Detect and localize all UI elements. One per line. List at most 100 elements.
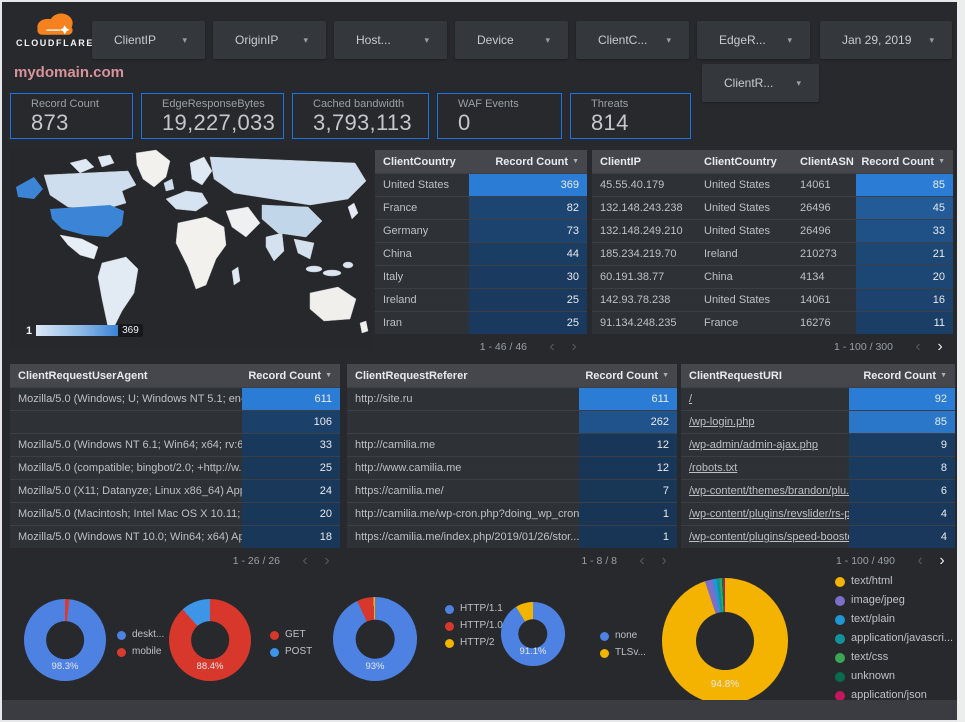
table-row[interactable]: 132.148.243.238 United States 26496 45: [592, 196, 953, 219]
data-cell[interactable]: /wp-login.php: [681, 411, 849, 433]
table-row[interactable]: 91.134.248.235 France 16276 11: [592, 311, 953, 334]
filter-device[interactable]: Device ▾: [455, 21, 568, 59]
world-map[interactable]: [10, 147, 372, 349]
legend-item[interactable]: application/javascri...: [835, 632, 957, 645]
donut-chart-http-method[interactable]: 88.4%: [169, 599, 251, 681]
donut-chart-tls-version[interactable]: 91.1%: [501, 602, 565, 666]
record-count-cell: 18: [242, 526, 340, 548]
date-range-filter[interactable]: Jan 29, 2019 ▾: [820, 21, 952, 59]
table-row[interactable]: /wp-content/themes/brandon/plu... 6: [681, 479, 955, 502]
table-row[interactable]: /wp-admin/admin-ajax.php 9: [681, 433, 955, 456]
filter-edger-[interactable]: EdgeR... ▾: [697, 21, 810, 59]
table-row[interactable]: Ireland 25: [375, 288, 587, 311]
data-cell[interactable]: /wp-content/themes/brandon/plu...: [681, 480, 849, 502]
column-header[interactable]: ClientRequestReferer: [347, 370, 579, 382]
next-page-icon[interactable]: ›: [571, 337, 577, 355]
scorecard-value: 3,793,113: [313, 110, 412, 135]
table-row[interactable]: /robots.txt 8: [681, 456, 955, 479]
column-header[interactable]: Record Count ▼: [469, 156, 587, 168]
data-cell[interactable]: /wp-content/plugins/speed-booste...: [681, 526, 849, 548]
legend-item[interactable]: text/html: [835, 575, 957, 588]
data-cell[interactable]: /wp-content/plugins/revslider/rs-p...: [681, 503, 849, 525]
column-header[interactable]: Record Count ▼: [849, 370, 955, 382]
next-page-icon[interactable]: ›: [939, 551, 945, 569]
table-row[interactable]: /wp-login.php 85: [681, 410, 955, 433]
table-row[interactable]: Mozilla/5.0 (Windows NT 6.1; Win64; x64;…: [10, 433, 340, 456]
table-row[interactable]: https://camilia.me/7: [347, 479, 677, 502]
table-row[interactable]: /wp-content/plugins/revslider/rs-p... 4: [681, 502, 955, 525]
prev-page-icon[interactable]: ‹: [302, 551, 308, 569]
next-page-icon[interactable]: ›: [937, 337, 943, 355]
data-cell[interactable]: /: [681, 388, 849, 410]
column-header[interactable]: ClientRequestURI: [681, 370, 849, 382]
table-row[interactable]: Italy 30: [375, 265, 587, 288]
column-header[interactable]: ClientCountry: [375, 156, 469, 168]
legend-item[interactable]: mobile: [117, 646, 164, 658]
donut-chart-device-type[interactable]: 98.3%: [24, 599, 106, 681]
filter-originip[interactable]: OriginIP ▾: [213, 21, 326, 59]
next-page-icon[interactable]: ›: [661, 551, 667, 569]
legend-item[interactable]: TLSv...: [600, 647, 646, 659]
legend-item[interactable]: none: [600, 630, 646, 642]
table-row[interactable]: 132.148.249.210 United States 26496 33: [592, 219, 953, 242]
column-header[interactable]: ClientCountry: [696, 156, 792, 168]
table-row[interactable]: http://site.ru 611: [347, 387, 677, 410]
legend-item[interactable]: POST: [270, 646, 312, 658]
table-row[interactable]: France 82: [375, 196, 587, 219]
table-row[interactable]: http://camilia.me/wp-cron.php?doing_wp_c…: [347, 502, 677, 525]
data-cell[interactable]: /wp-admin/admin-ajax.php: [681, 434, 849, 456]
legend-item[interactable]: deskt...: [117, 629, 164, 641]
table-row[interactable]: Mozilla/5.0 (Windows NT 10.0; Win64; x64…: [10, 525, 340, 548]
filter-clientip[interactable]: ClientIP ▾: [92, 21, 205, 59]
table-row[interactable]: 142.93.78.238 United States 14061 16: [592, 288, 953, 311]
table-row[interactable]: Iran 25: [375, 311, 587, 334]
table-row[interactable]: Mozilla/5.0 (compatible; bingbot/2.0; +h…: [10, 456, 340, 479]
table-row[interactable]: 106: [10, 410, 340, 433]
legend-item[interactable]: HTTP/2: [445, 637, 506, 649]
legend-item[interactable]: image/jpeg: [835, 594, 957, 607]
legend-item[interactable]: HTTP/1.1: [445, 603, 506, 615]
table-row[interactable]: Mozilla/5.0 (Windows; U; Windows NT 5.1;…: [10, 387, 340, 410]
donut-chart-content-type[interactable]: 94.8%: [662, 578, 788, 700]
table-row[interactable]: / 92: [681, 387, 955, 410]
next-page-icon[interactable]: ›: [324, 551, 330, 569]
prev-page-icon[interactable]: ‹: [917, 551, 923, 569]
scrollbar-track[interactable]: [957, 0, 965, 722]
table-row[interactable]: Mozilla/5.0 (X11; Datanyze; Linux x86_64…: [10, 479, 340, 502]
table-row[interactable]: 60.191.38.77 China 4134 20: [592, 265, 953, 288]
column-header[interactable]: Record Count ▼: [856, 156, 953, 168]
table-row[interactable]: 262: [347, 410, 677, 433]
client-country-table: ClientCountry Record Count ▼ United States 3…: [375, 150, 587, 359]
table-row[interactable]: /wp-content/plugins/speed-booste... 4: [681, 525, 955, 548]
table-row[interactable]: http://www.camilia.me 12: [347, 456, 677, 479]
prev-page-icon[interactable]: ‹: [639, 551, 645, 569]
donut-chart-http-version[interactable]: 93%: [333, 597, 417, 681]
legend-item[interactable]: text/plain: [835, 613, 957, 626]
table-row[interactable]: 185.234.219.70 Ireland 210273 21: [592, 242, 953, 265]
filter-host-[interactable]: Host... ▾: [334, 21, 447, 59]
prev-page-icon[interactable]: ‹: [549, 337, 555, 355]
legend-item[interactable]: application/json: [835, 689, 957, 700]
column-header[interactable]: Record Count ▼: [242, 370, 340, 382]
filter-clientrequest[interactable]: ClientR... ▾: [702, 64, 819, 102]
prev-page-icon[interactable]: ‹: [915, 337, 921, 355]
column-header[interactable]: ClientRequestUserAgent: [10, 370, 242, 382]
legend-item[interactable]: unknown: [835, 670, 957, 683]
column-header[interactable]: ClientIP: [592, 156, 696, 168]
filter-clientc-[interactable]: ClientC... ▾: [576, 21, 689, 59]
table-row[interactable]: China 44: [375, 242, 587, 265]
table-row[interactable]: Germany 73: [375, 219, 587, 242]
table-row[interactable]: United States 369: [375, 173, 587, 196]
table-row[interactable]: https://camilia.me/index.php/2019/01/26/…: [347, 525, 677, 548]
legend-item[interactable]: text/css: [835, 651, 957, 664]
column-header[interactable]: ClientASN: [792, 156, 856, 168]
cell-text: 132.148.249.210: [600, 225, 683, 237]
column-header[interactable]: Record Count ▼: [579, 370, 677, 382]
legend-item[interactable]: GET: [270, 629, 312, 641]
data-cell[interactable]: /robots.txt: [681, 457, 849, 479]
table-row[interactable]: 45.55.40.179 United States 14061 85: [592, 173, 953, 196]
table-row[interactable]: http://camilia.me 12: [347, 433, 677, 456]
legend-item[interactable]: HTTP/1.0: [445, 620, 506, 632]
table-row[interactable]: Mozilla/5.0 (Macintosh; Intel Mac OS X 1…: [10, 502, 340, 525]
cell-text: 1: [662, 508, 669, 520]
